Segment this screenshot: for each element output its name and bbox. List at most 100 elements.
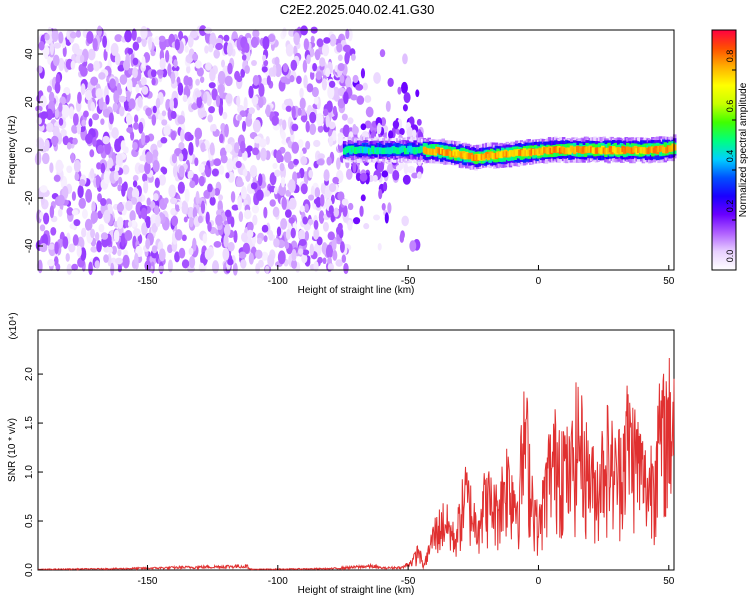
spectrogram-cell [202, 233, 208, 244]
spectrogram-cell [140, 207, 148, 220]
spectrogram-cell [327, 231, 335, 241]
spectrogram-cell [234, 142, 240, 154]
spectrogram-cell [259, 138, 267, 148]
spectrogram-cell [395, 164, 403, 172]
spectrogram-cell [46, 122, 54, 133]
spectrogram-cell [343, 91, 349, 105]
spectrogram-cell [351, 125, 359, 135]
spectrogram-cell [55, 159, 64, 174]
spectrogram-cell [223, 224, 231, 237]
spectrogram-cell [323, 37, 331, 44]
x-tick-label: -150 [137, 276, 157, 287]
spectrogram-cell [206, 94, 212, 107]
spectrogram-cell [155, 97, 161, 109]
spectrogram-cell [116, 216, 124, 229]
spectrogram-cell [322, 221, 329, 232]
spectrogram-cell [309, 243, 315, 256]
spectrogram-cell [145, 151, 153, 165]
spectrogram-cell [265, 136, 270, 145]
spectrogram-cell [58, 31, 64, 44]
spectrogram-cell [290, 227, 296, 239]
spectrogram-cell [153, 205, 160, 216]
spectrogram-cell [169, 197, 178, 205]
spectrogram-cell [108, 112, 114, 125]
spectrogram-cell [272, 206, 280, 218]
spectrogram-cell [243, 209, 252, 220]
spectrogram-cell [275, 149, 282, 164]
spectrogram-cell [325, 244, 334, 259]
spectrogram-cell [223, 34, 230, 42]
spectrogram-cell [276, 226, 282, 237]
spectrogram-cell [63, 87, 71, 96]
spectrogram-cell [156, 69, 164, 76]
spectrogram-cell [247, 221, 254, 232]
spectrogram-cell [118, 95, 127, 103]
spectrogram-cell [373, 214, 381, 221]
spectrogram-cell [238, 251, 247, 259]
spectrogram-cell [69, 31, 77, 39]
spectrogram-cell [207, 183, 213, 193]
spectrogram-cell [134, 253, 139, 266]
spectrogram-cell [79, 66, 88, 77]
spectrogram-cell [137, 95, 143, 108]
spectrogram-cell [304, 203, 309, 212]
spectrogram-cell [337, 98, 346, 109]
spectrogram-cell [130, 131, 135, 141]
spectrogram-cell [415, 89, 420, 98]
spectrogram-cell [79, 54, 85, 64]
spectrogram-cell [170, 110, 177, 120]
spectrogram-cell [117, 64, 125, 72]
spectrogram-cell [122, 254, 130, 269]
spectrogram-cell [258, 173, 263, 187]
spectrogram-cell [71, 209, 79, 216]
spectrogram-cell [113, 90, 120, 104]
spectrogram-cell [230, 191, 236, 203]
spectrogram-cell [217, 70, 226, 85]
spectrogram-cell [116, 82, 122, 94]
chart-title: C2E2.2025.040.02.41.G30 [280, 2, 435, 17]
spectrogram-cell [243, 97, 248, 111]
spectrogram-cell [188, 216, 194, 228]
spectrogram-cell [242, 150, 248, 161]
spectrogram-cell [218, 194, 224, 201]
spectrogram-cell [214, 187, 221, 196]
spectrogram-cell [314, 49, 321, 61]
spectrogram-cell [52, 54, 60, 67]
spectrogram-cell [284, 78, 291, 85]
spectrogram-cell [141, 85, 149, 95]
spectrogram-cell [200, 142, 206, 153]
spectrogram-cell [112, 103, 118, 113]
spectrogram-cell [301, 254, 308, 264]
snr-y-ticks: 0.0 0.5 1.0 1.5 2.0 [24, 367, 43, 577]
spectrogram-cell [61, 185, 69, 200]
spectrogram-cell [337, 134, 344, 146]
spectrogram-cell [376, 161, 385, 173]
spectrogram-cell [246, 229, 254, 239]
spectrogram-cell [80, 83, 86, 95]
spectrogram-cell [267, 254, 275, 268]
spectrogram-cell [381, 170, 389, 178]
spectrogram-cell [43, 212, 50, 225]
spectrogram-cell [332, 176, 339, 184]
spectrogram-cell [251, 60, 257, 67]
spectrogram-cell [204, 164, 209, 174]
spectrogram-cell [178, 165, 185, 178]
spectrogram-cell [102, 135, 110, 145]
spectrogram-cell [386, 163, 394, 174]
spectrogram-cell [274, 56, 280, 66]
spectrogram-cell [282, 62, 288, 73]
colorbar-tick-label: 0.4 [725, 150, 735, 163]
spectrogram-cell [325, 114, 330, 128]
spectrogram-cell [316, 158, 325, 166]
spectrogram-cell [58, 57, 65, 72]
spectrogram-cell [170, 71, 176, 84]
spectrogram-cell [397, 86, 402, 95]
spectrogram-cell [68, 106, 75, 119]
spectrogram-cell [344, 51, 350, 65]
spectrogram-cell [204, 30, 211, 44]
spectrogram-cell [86, 31, 94, 44]
spectrogram-cell [285, 43, 294, 57]
spectrogram-cell [71, 124, 79, 134]
spectrogram-cell [174, 38, 181, 51]
spectrogram-cell [255, 263, 260, 275]
